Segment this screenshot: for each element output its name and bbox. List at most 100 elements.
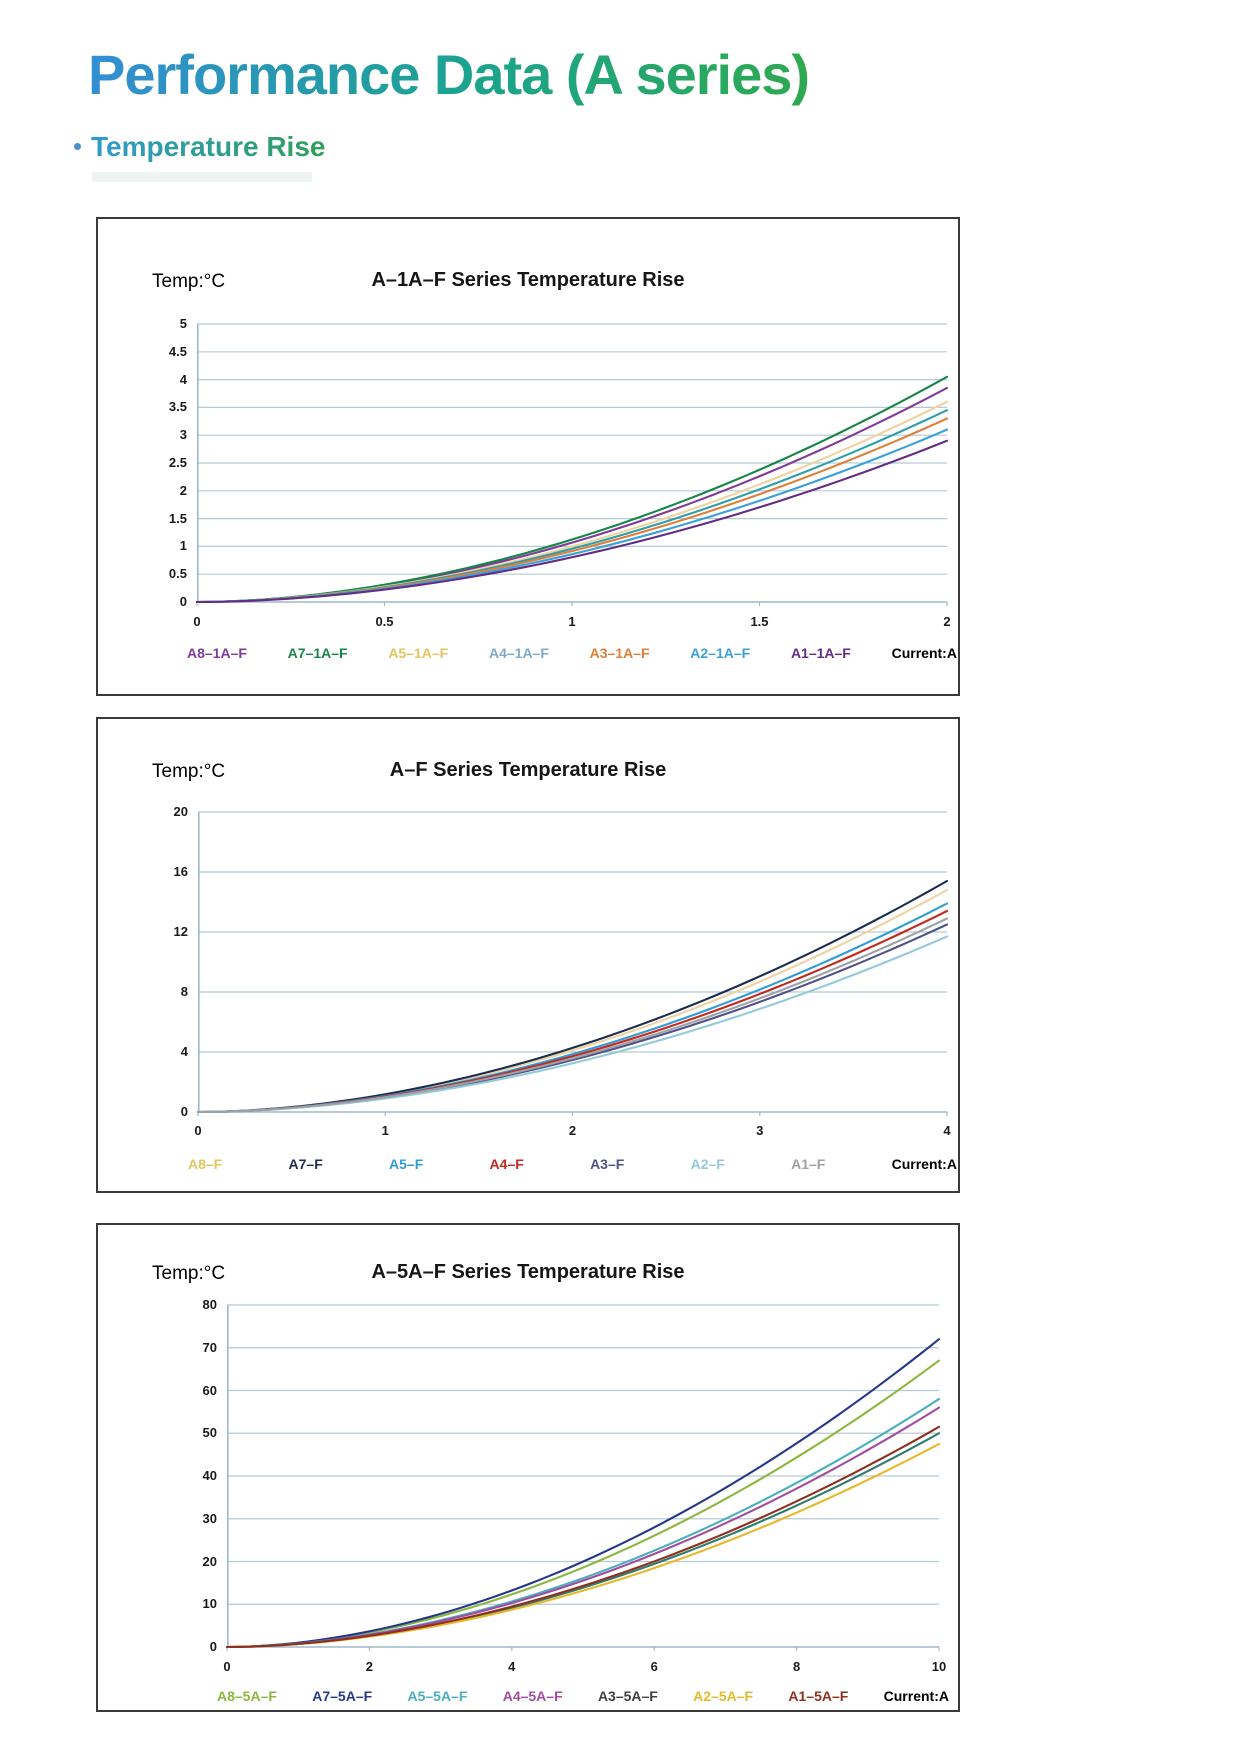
legend-item: A1–5A–F [788, 1688, 849, 1704]
x-axis-tick-label: 0 [193, 614, 201, 629]
y-axis-tick-label: 10 [202, 1596, 217, 1612]
legend-item: A3–5A–F [597, 1688, 658, 1704]
y-axis-tick-label: 1 [179, 538, 187, 554]
chart-title: A–1A–F Series Temperature Rise [371, 269, 685, 291]
legend-item: A3–F [590, 1156, 625, 1172]
legend-item: A8–5A–F [217, 1688, 277, 1704]
legend-item: A1–F [791, 1156, 826, 1172]
legend-item: A2–5A–F [693, 1688, 754, 1704]
y-axis-tick-label: 12 [173, 924, 188, 939]
bullet-dot-icon [74, 143, 81, 150]
x-axis-tick-label: 0 [194, 1123, 202, 1138]
series-curve-A4–1A–F [195, 409, 949, 604]
legend-item: A4–5A–F [502, 1688, 563, 1704]
legend-item: A5–F [389, 1156, 424, 1172]
plot-area [225, 1304, 941, 1651]
plot-area [196, 811, 949, 1116]
y-axis-tick-label: 4 [179, 371, 187, 387]
section-heading: Temperature Rise [91, 131, 326, 162]
series-curve-A3–5A–F [225, 1432, 941, 1649]
y-axis-tick-label: 50 [202, 1425, 217, 1441]
y-axis-tick-label: 0 [179, 594, 187, 609]
legend-item: A8–F [188, 1156, 223, 1172]
legend-item: A4–F [489, 1156, 524, 1172]
x-axis-tick-label: 3 [756, 1123, 764, 1138]
x-axis-tick-label: 10 [931, 1659, 947, 1674]
y-axis-tick-label: 40 [202, 1468, 217, 1483]
y-axis-tick-label: 16 [173, 864, 188, 879]
x-axis-tick-label: 1 [381, 1123, 389, 1138]
series-curve-A7–1A–F [195, 375, 949, 604]
y-axis-tick-label: 0.5 [168, 566, 187, 582]
y-axis-tick-label: 20 [173, 804, 188, 819]
bullet-line: Temperature Rise [74, 131, 325, 163]
y-axis-tick-label: 4.5 [168, 343, 187, 359]
legend-item: A2–1A–F [690, 645, 751, 661]
x-axis-tick-label: 6 [650, 1659, 658, 1674]
series-curve-A7–F [196, 879, 949, 1114]
y-axis-tick-label: 5 [179, 316, 187, 331]
legend: A8–5A–F A7–5A–F A5–5A–F A4–5A–F A3–5A–F A2–5A… [217, 1688, 949, 1704]
x-axis-unit-label: Current:A [883, 1688, 949, 1704]
series-curve-A1–1A–F [195, 439, 949, 604]
legend-item: A7–5A–F [312, 1688, 373, 1704]
y-axis-tick-label: 0 [209, 1639, 217, 1654]
chart-card-1: Temp:°C A–1A–F Series Temperature Rise 0… [96, 217, 960, 696]
chart-title: A–5A–F Series Temperature Rise [371, 1261, 685, 1283]
series-curve-A2–5A–F [225, 1442, 941, 1649]
y-axis-tick-label: 30 [202, 1510, 217, 1526]
series-curve-A8–F [196, 888, 949, 1114]
page-title: Performance Data (A series) [88, 43, 810, 106]
x-axis-tick-label: 8 [792, 1659, 801, 1674]
y-axis-tick-label: 3.5 [168, 399, 187, 415]
series-curve-A3–F [196, 923, 949, 1114]
y-axis-tick-label: 60 [202, 1382, 217, 1398]
y-axis-unit-label: Temp:°C [152, 1263, 226, 1284]
legend-item: A3–1A–F [589, 645, 650, 661]
legend-item: A4–1A–F [488, 645, 549, 661]
faint-watermark-text [92, 172, 312, 182]
y-axis-tick-label: 4 [180, 1044, 188, 1059]
series-curve-A8–1A–F [195, 386, 949, 604]
series-curve-A2–1A–F [195, 428, 949, 604]
plot-area [195, 323, 949, 606]
y-axis-tick-label: 3 [179, 427, 187, 443]
x-axis-tick-label: 0 [223, 1659, 231, 1674]
y-axis-tick-label: 0 [180, 1104, 188, 1119]
series-curve-A1–5A–F [225, 1425, 941, 1649]
series-curve-A4–5A–F [225, 1406, 941, 1649]
chart-card-2: Temp:°C A–F Series Temperature Rise 0 4 8 1… [96, 717, 960, 1193]
x-axis-tick-label: 4 [508, 1659, 516, 1674]
y-axis-tick-label: 2.5 [168, 455, 187, 470]
y-axis-tick-label: 8 [180, 984, 188, 999]
y-axis-tick-label: 1.5 [168, 510, 187, 526]
legend-item: A5–5A–F [407, 1688, 468, 1704]
y-axis-unit-label: Temp:°C [152, 271, 226, 292]
x-axis-tick-label: 2 [943, 614, 951, 629]
y-axis-unit-label: Temp:°C [152, 761, 226, 782]
series-curve-A5–F [196, 902, 949, 1114]
legend-item: A7–F [288, 1156, 323, 1172]
x-axis-tick-label: 4 [943, 1123, 951, 1138]
series-curve-A7–5A–F [225, 1338, 941, 1649]
series-curve-A1–F [196, 917, 949, 1114]
legend-item: A2–F [690, 1156, 725, 1172]
x-axis-tick-label: 1.5 [750, 614, 769, 629]
y-axis-tick-label: 70 [202, 1339, 217, 1355]
x-axis-unit-label: Current:A [891, 645, 957, 661]
x-axis-tick-label: 2 [568, 1123, 577, 1138]
legend-item: A7–1A–F [287, 645, 348, 661]
chart-title: A–F Series Temperature Rise [389, 759, 667, 781]
series-curve-A5–1A–F [195, 400, 949, 604]
legend: A8–F A7–F A5–F A4–F A3–F A2–F A1–F Current:A [188, 1156, 957, 1172]
x-axis-tick-label: 1 [568, 614, 576, 629]
y-axis-tick-label: 2 [179, 482, 187, 498]
legend-item: A5–1A–F [388, 645, 449, 661]
legend-item: A1–1A–F [790, 645, 851, 661]
x-axis-tick-label: 2 [365, 1659, 373, 1674]
x-axis-tick-label: 0.5 [375, 614, 394, 629]
x-axis-unit-label: Current:A [891, 1156, 957, 1172]
legend-item: A8–1A–F [187, 645, 247, 661]
series-curve-A5–5A–F [225, 1398, 941, 1649]
